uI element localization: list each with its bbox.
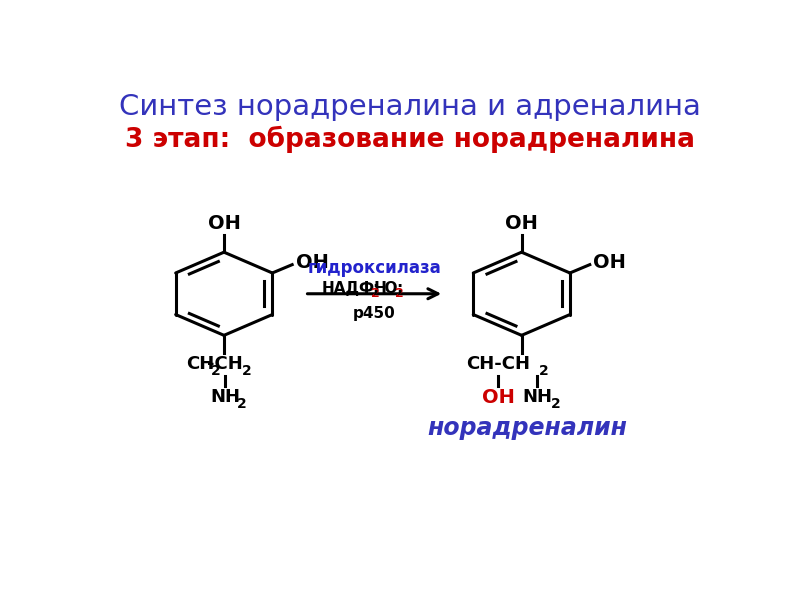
Text: ;: ;: [398, 281, 403, 296]
Text: ; О: ; О: [373, 281, 398, 296]
Text: NH: NH: [210, 388, 240, 406]
Text: 2: 2: [538, 364, 548, 378]
Text: Синтез норадреналина и адреналина: Синтез норадреналина и адреналина: [119, 92, 701, 121]
Text: OH: OH: [207, 214, 241, 233]
Text: 2: 2: [371, 287, 380, 300]
Text: р450: р450: [353, 305, 396, 320]
Text: 2: 2: [242, 364, 252, 378]
Text: NH: NH: [522, 388, 552, 406]
Text: НАДФН: НАДФН: [322, 281, 387, 296]
Text: CH: CH: [186, 355, 214, 373]
Text: 3 этап:  образование норадреналина: 3 этап: образование норадреналина: [125, 125, 695, 152]
Text: 2: 2: [237, 397, 247, 411]
Text: OH: OH: [295, 253, 329, 272]
Text: OH: OH: [482, 388, 514, 407]
Text: 2: 2: [211, 364, 221, 378]
Text: -CH: -CH: [206, 355, 242, 373]
Text: норадреналин: норадреналин: [428, 416, 628, 440]
Text: 2: 2: [551, 397, 561, 411]
Text: 2: 2: [395, 287, 403, 300]
Text: гидроксилаза: гидроксилаза: [307, 259, 442, 277]
Text: CH-CH: CH-CH: [466, 355, 530, 373]
Text: OH: OH: [505, 214, 538, 233]
Text: OH: OH: [593, 253, 626, 272]
